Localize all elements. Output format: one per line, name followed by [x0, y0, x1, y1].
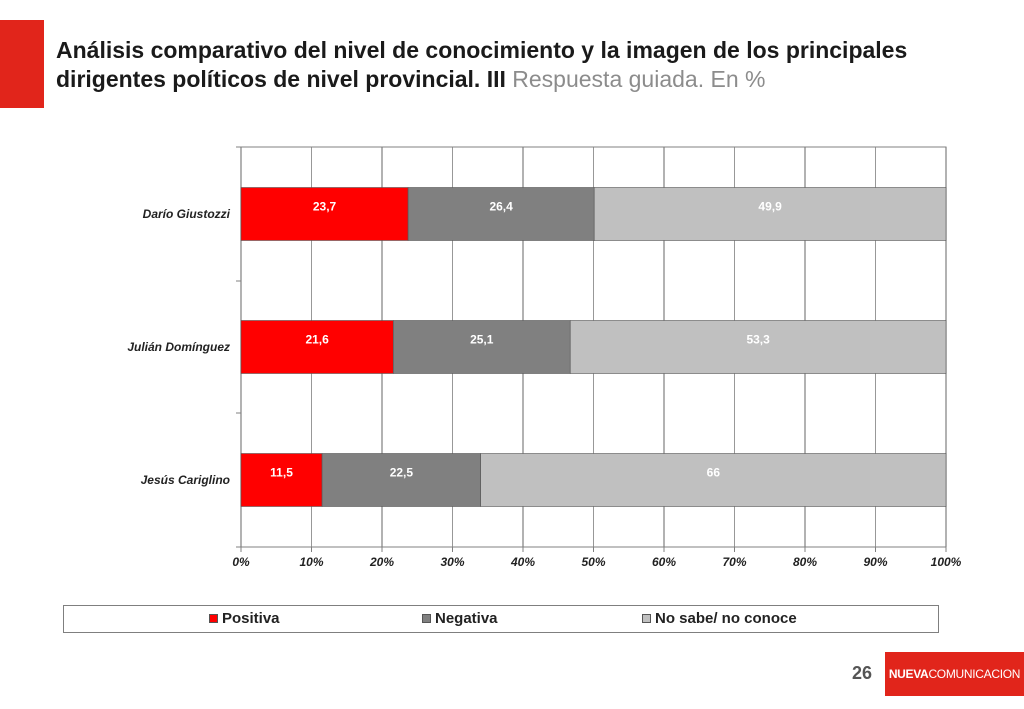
data-label: 66 — [707, 466, 721, 480]
legend-label: No sabe/ no conoce — [655, 610, 797, 627]
data-label: 25,1 — [470, 333, 494, 347]
title-text: Análisis comparativo del nivel de conoci… — [56, 37, 908, 92]
category-label: Julián Domínguez — [127, 340, 230, 354]
brand-logo-bold: NUEVA — [888, 667, 929, 681]
x-tick-label: 50% — [581, 555, 605, 569]
legend-label: Negativa — [435, 610, 498, 627]
x-tick-label: 90% — [863, 555, 887, 569]
x-tick-label: 80% — [793, 555, 817, 569]
data-label: 49,9 — [758, 200, 782, 214]
title-subtitle: Respuesta guiada. En % — [512, 66, 766, 92]
brand-logo: NUEVA COMUNICACION — [885, 652, 1024, 696]
data-label: 26,4 — [489, 200, 513, 214]
x-tick-label: 40% — [510, 555, 535, 569]
accent-bar — [0, 20, 44, 108]
legend-swatch — [209, 614, 218, 623]
page-number: 26 — [852, 663, 873, 683]
legend-label: Positiva — [222, 610, 280, 627]
x-tick-label: 30% — [440, 555, 464, 569]
data-label: 11,5 — [270, 466, 293, 480]
x-tick-label: 20% — [369, 555, 394, 569]
bar-negativa — [407, 187, 595, 241]
category-label: Jesús Cariglino — [141, 473, 230, 487]
bar-positiva — [240, 453, 323, 507]
legend-item: Negativa — [422, 610, 498, 627]
chart-legend: Positiva Negativa No sabe/ no conoce — [63, 605, 939, 633]
bar-positiva — [240, 187, 409, 241]
x-tick-label: 10% — [299, 555, 323, 569]
data-label: 22,5 — [390, 466, 414, 480]
bar-no-sabe-no-conoce — [480, 453, 947, 507]
bar-positiva — [240, 320, 394, 374]
x-tick-label: 0% — [232, 555, 250, 569]
category-label: Darío Giustozzi — [143, 207, 231, 221]
data-label: 23,7 — [313, 200, 337, 214]
legend-item: No sabe/ no conoce — [642, 610, 797, 627]
bar-no-sabe-no-conoce — [593, 187, 947, 241]
x-tick-label: 60% — [652, 555, 676, 569]
data-label: 53,3 — [746, 333, 770, 347]
legend-swatch — [642, 614, 651, 623]
bar-negativa — [392, 320, 571, 374]
bar-no-sabe-no-conoce — [569, 320, 947, 374]
x-tick-label: 70% — [722, 555, 746, 569]
bar-negativa — [321, 453, 482, 507]
legend-item: Positiva — [209, 610, 280, 627]
legend-swatch — [422, 614, 431, 623]
data-label: 21,6 — [305, 333, 329, 347]
brand-logo-light: COMUNICACION — [928, 667, 1021, 681]
slide-title: Análisis comparativo del nivel de conoci… — [56, 36, 1016, 94]
x-tick-label: 100% — [931, 555, 962, 569]
